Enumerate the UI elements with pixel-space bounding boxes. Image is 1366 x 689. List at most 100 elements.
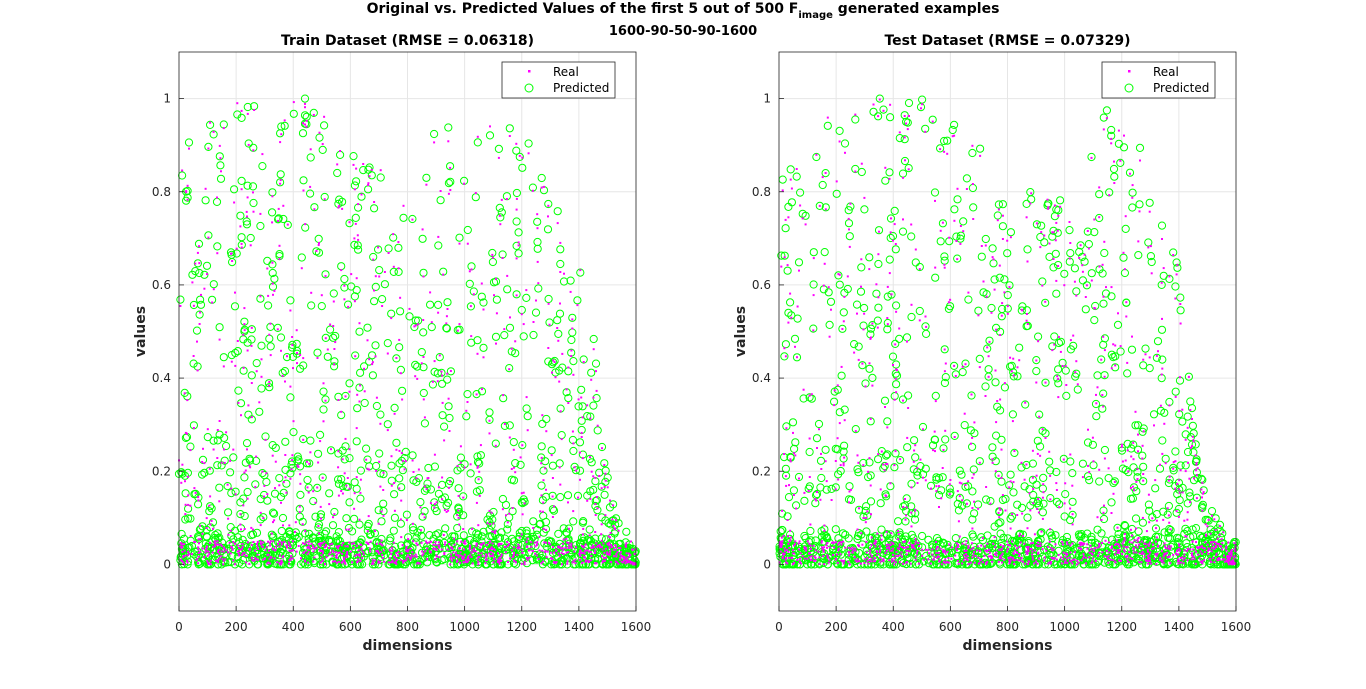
real-point [556,327,559,329]
real-point [1203,559,1205,561]
real-point [1062,551,1065,554]
real-point [489,540,492,543]
predicted-point [941,435,950,444]
real-point [292,101,295,104]
predicted-point [1005,281,1014,290]
real-point [609,550,612,553]
real-point [332,300,335,303]
predicted-point [1017,306,1026,315]
real-point [541,510,544,513]
predicted-point [1153,337,1163,346]
real-point [786,548,788,551]
real-point [633,562,635,565]
predicted-point [356,368,365,377]
real-point [506,274,509,277]
predicted-point [956,231,966,240]
real-point [824,208,827,211]
real-point [488,548,491,551]
real-point [570,355,573,357]
real-point [257,558,260,561]
predicted-point [219,120,228,129]
real-point [343,559,346,562]
real-point [258,401,261,404]
real-point [417,468,420,471]
real-point [187,494,190,497]
real-point [488,419,491,422]
real-point [381,305,384,307]
predicted-point [1187,543,1196,552]
real-point [567,527,570,530]
predicted-point [1135,143,1145,152]
real-point [591,544,594,547]
predicted-point [234,386,243,395]
predicted-point [570,462,579,471]
real-point [339,150,342,152]
real-point [445,322,448,325]
real-point [432,547,435,550]
real-point [241,543,244,545]
predicted-point [282,479,291,488]
real-point [826,546,828,549]
predicted-point [362,549,371,558]
real-point [1013,563,1016,565]
predicted-point [909,465,918,474]
predicted-point [397,483,406,492]
real-point [237,401,240,404]
predicted-point [331,331,340,341]
predicted-point [326,446,336,455]
real-point [198,524,201,527]
predicted-point [1128,188,1137,197]
real-point [870,555,873,557]
real-point [206,550,209,553]
real-point [321,550,324,553]
real-point [309,451,312,454]
real-point [187,503,190,506]
predicted-point [960,421,969,430]
real-point [392,233,395,236]
real-point [377,561,380,564]
real-point [969,442,972,445]
predicted-point [567,335,576,345]
real-point [965,540,968,543]
predicted-point [922,329,931,338]
predicted-point [856,287,866,296]
real-point [902,541,905,543]
predicted-point [839,454,848,463]
real-point [781,542,784,545]
predicted-point [433,369,442,378]
real-point [370,168,373,171]
real-point [600,546,603,549]
predicted-point [216,174,226,183]
predicted-point [1171,387,1180,396]
predicted-point [1139,462,1148,471]
real-point [477,524,480,527]
real-point [1160,281,1163,284]
real-point [332,560,334,563]
real-point [1018,359,1021,362]
real-point [310,291,313,294]
predicted-point [1152,509,1162,519]
real-point [331,549,334,552]
real-point [355,167,358,170]
real-point [849,547,852,550]
real-point [356,393,359,396]
predicted-point [390,403,399,412]
predicted-point [1174,534,1184,543]
real-point [948,543,951,546]
predicted-point [1009,372,1018,381]
predicted-point [395,343,404,352]
real-point [474,192,477,194]
legend-real-label: Real [553,65,579,79]
predicted-point [589,485,598,494]
real-point [401,398,404,401]
predicted-point [900,156,910,166]
real-point [304,102,306,105]
real-point [379,560,382,563]
real-point [1207,518,1210,521]
predicted-point [969,465,978,474]
real-point [182,556,185,559]
real-point [302,357,305,360]
real-point [289,557,292,560]
real-point [1045,549,1048,552]
predicted-point [977,252,986,261]
